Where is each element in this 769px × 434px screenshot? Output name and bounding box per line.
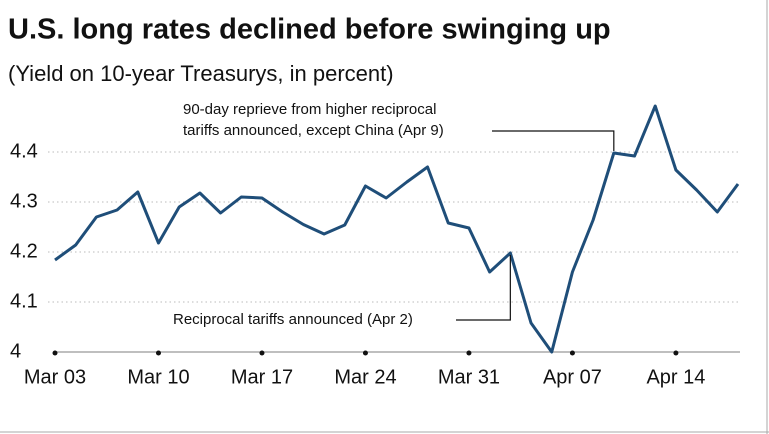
chart-title: U.S. long rates declined before swinging…: [8, 14, 611, 46]
x-tick: [569, 350, 575, 356]
x-tick-label: Mar 24: [334, 366, 396, 388]
x-tick-label: Mar 17: [231, 366, 293, 388]
x-tick-label: Apr 14: [646, 366, 705, 388]
x-tick: [466, 350, 472, 356]
y-tick-label: 4.1: [10, 290, 38, 312]
x-tick: [362, 350, 368, 356]
y-tick-label: 4.4: [10, 140, 38, 162]
annotation: Reciprocal tariffs announced (Apr 2): [173, 311, 413, 328]
leader-line: [456, 255, 511, 321]
leader-line: [492, 130, 615, 151]
x-tick-label: Mar 31: [438, 366, 500, 388]
x-tick: [155, 350, 161, 356]
annotation: 90-day reprieve from higher reciprocal: [183, 101, 436, 118]
y-tick-label: 4.2: [10, 240, 38, 262]
x-tick-label: Mar 03: [24, 366, 86, 388]
line: [54, 104, 740, 354]
x-tick: [52, 350, 58, 356]
x-tick: [673, 350, 679, 356]
y-tick-label: 4.3: [10, 190, 38, 212]
x-tick: [259, 350, 265, 356]
chart-subtitle: (Yield on 10-year Treasurys, in percent): [8, 61, 394, 86]
x-tick-label: Apr 07: [543, 366, 602, 388]
y-tick-label: 4: [10, 340, 21, 362]
x-tick-label: Mar 10: [127, 366, 189, 388]
annotation: tariffs announced, except China (Apr 9): [183, 122, 444, 139]
